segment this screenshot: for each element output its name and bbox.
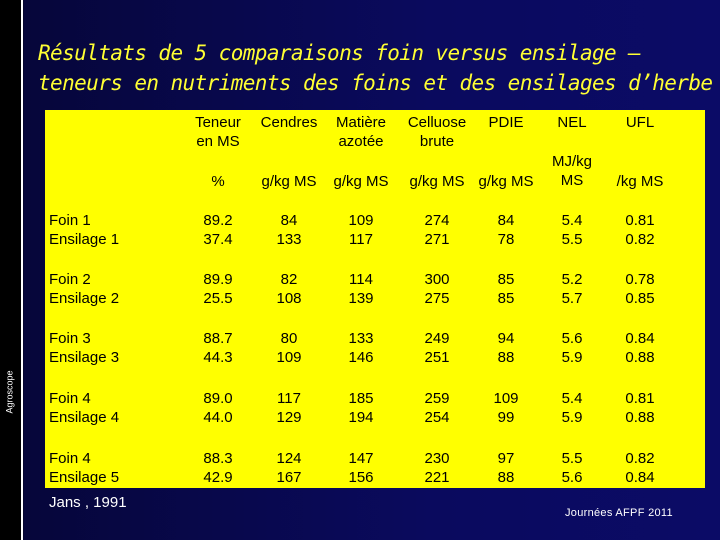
- table-cell: 80 109: [276, 330, 302, 366]
- slide-title-line2: teneurs en nutriments des foins et des e…: [38, 71, 713, 95]
- column-header-1: Teneur en MS: [195, 114, 241, 150]
- table-cell: 114 139: [348, 271, 374, 307]
- table-cell: 117 129: [276, 390, 302, 426]
- agroscope-logo: Agroscope: [1, 362, 19, 422]
- column-unit-2: g/kg MS: [261, 173, 317, 190]
- table-cell: 5.4 5.9: [561, 390, 583, 426]
- table-cell: 84 78: [497, 212, 515, 248]
- table-cell: 85 85: [497, 271, 515, 307]
- column-unit-3: g/kg MS: [333, 173, 389, 190]
- table-cell: 84 133: [276, 212, 302, 248]
- column-header-7: UFL: [625, 114, 655, 131]
- table-cell: 274 271: [424, 212, 450, 248]
- table-cell: 230 221: [424, 450, 450, 486]
- table-cell: 82 108: [276, 271, 302, 307]
- table-cell: 89.9 25.5: [203, 271, 233, 307]
- column-header-2: Cendres: [260, 114, 318, 131]
- table-cell: 88.7 44.3: [203, 330, 233, 366]
- column-header-3: Matière azotée: [335, 114, 387, 150]
- table-cell: 5.6 5.9: [561, 330, 583, 366]
- table-cell: 94 88: [497, 330, 515, 366]
- slide-title-line1: Résultats de 5 comparaisons foin versus …: [38, 41, 641, 65]
- row-label-4: Foin 4 Ensilage 4: [49, 390, 120, 426]
- table-cell: 89.2 37.4: [203, 212, 233, 248]
- row-label-1: Foin 1 Ensilage 1: [49, 212, 120, 248]
- column-header-6: NEL: [557, 114, 587, 131]
- table-cell: 185 194: [348, 390, 374, 426]
- row-label-5: Foin 4 Ensilage 5: [49, 450, 120, 486]
- table-cell: 0.78 0.85: [625, 271, 655, 307]
- column-unit-4: g/kg MS: [409, 173, 465, 190]
- table-cell: 89.0 44.0: [203, 390, 233, 426]
- table-cell: 249 251: [424, 330, 450, 366]
- table-cell: 124 167: [276, 450, 302, 486]
- column-unit-6: MJ/kg MS: [551, 153, 592, 189]
- column-unit-1: %: [211, 173, 225, 190]
- table-cell: 133 146: [348, 330, 374, 366]
- table-cell: 0.81 0.88: [625, 390, 655, 426]
- table-cell: 88.3 42.9: [203, 450, 233, 486]
- source-citation: Jans , 1991: [49, 494, 127, 511]
- table-cell: 97 88: [497, 450, 515, 486]
- table-cell: 5.5 5.6: [561, 450, 583, 486]
- column-unit-7: /kg MS: [616, 173, 664, 190]
- column-header-5: PDIE: [488, 114, 524, 131]
- table-cell: 109 99: [493, 390, 519, 426]
- table-cell: 5.2 5.7: [561, 271, 583, 307]
- column-unit-5: g/kg MS: [478, 173, 534, 190]
- table-cell: 147 156: [348, 450, 374, 486]
- left-border-rule: [21, 0, 23, 540]
- table-cell: 0.81 0.82: [625, 212, 655, 248]
- agroscope-logo-text: Agroscope: [5, 370, 15, 414]
- table-cell: 300 275: [424, 271, 450, 307]
- table-cell: 0.84 0.88: [625, 330, 655, 366]
- table-cell: 0.82 0.84: [625, 450, 655, 486]
- table-cell: 109 117: [348, 212, 374, 248]
- slide-title: Résultats de 5 comparaisons foin versus …: [38, 38, 713, 98]
- table-cell: 259 254: [424, 390, 450, 426]
- table-cell: 5.4 5.5: [561, 212, 583, 248]
- column-header-4: Celluose brute: [407, 114, 467, 150]
- row-label-3: Foin 3 Ensilage 3: [49, 330, 120, 366]
- row-label-2: Foin 2 Ensilage 2: [49, 271, 120, 307]
- footer-event: Journées AFPF 2011: [565, 507, 673, 519]
- nutrient-table: Teneur en MS% Cendres g/kg MS Matière azoté…: [45, 110, 705, 488]
